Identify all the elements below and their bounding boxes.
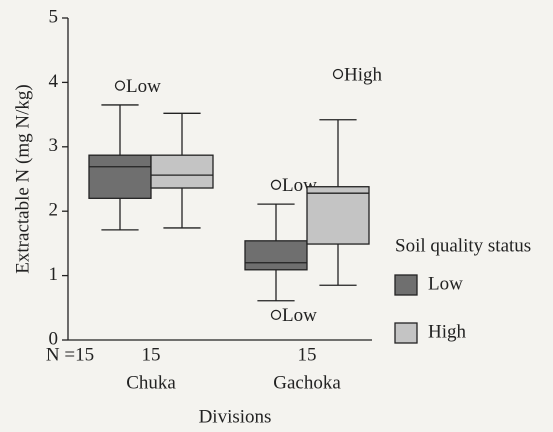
- box: [306, 186, 370, 245]
- box: [150, 154, 214, 189]
- x-tick-label: Chuka: [126, 372, 176, 393]
- x-tick-label: Gachoka: [273, 372, 341, 393]
- n-label: 15: [298, 344, 317, 365]
- y-tick-label: 4: [49, 71, 59, 92]
- y-tick-label: 2: [49, 200, 59, 221]
- y-tick-label: 1: [49, 264, 59, 285]
- outlier-label: Low: [126, 76, 161, 97]
- legend-label: Low: [428, 273, 463, 294]
- box: [88, 154, 152, 199]
- outlier: [270, 179, 282, 190]
- n-label: N =15: [46, 344, 94, 365]
- legend-swatch: [394, 274, 418, 296]
- outlier-label: High: [344, 64, 383, 85]
- y-axis-label: Extractable N (mg N/kg): [12, 84, 33, 273]
- legend-label: High: [428, 321, 467, 342]
- x-axis-label: Divisions: [199, 406, 272, 427]
- y-tick-label: 0: [49, 328, 59, 349]
- legend-swatch: [394, 322, 418, 344]
- y-tick-label: 3: [49, 135, 59, 156]
- n-label: 15: [142, 344, 161, 365]
- outlier: [332, 68, 344, 80]
- legend-title: Soil quality status: [395, 235, 531, 256]
- outlier: [114, 80, 126, 91]
- outlier-label: Low: [282, 305, 317, 326]
- y-tick-label: 5: [49, 6, 59, 27]
- outlier: [270, 309, 282, 321]
- box: [244, 240, 308, 271]
